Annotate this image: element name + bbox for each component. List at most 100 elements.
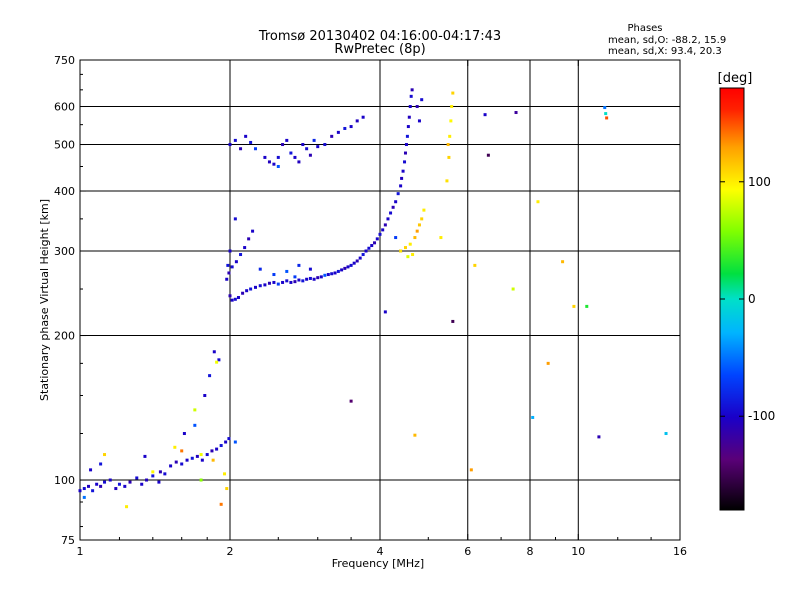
x-tick-label: 2 [227,545,234,558]
data-point [572,304,576,308]
data-point [199,478,203,482]
y-tick-label: 750 [54,54,75,67]
data-point [308,267,312,271]
data-point [285,279,289,283]
data-point [308,153,312,157]
data-point [370,244,374,248]
data-point [190,456,194,460]
data-point [223,472,227,476]
data-point [281,143,285,147]
data-point [241,291,245,295]
data-point [349,125,353,129]
x-tick-label: 6 [464,545,471,558]
data-point [422,208,426,212]
data-point [140,482,144,486]
data-point [447,155,451,159]
data-point [394,200,398,204]
data-point [399,184,403,188]
data-point [233,297,237,301]
data-point [349,399,353,403]
series-1 [103,360,229,509]
colorbar-ticks: 100 0 -100 [720,175,775,423]
data-point [352,261,356,265]
data-point [169,464,173,468]
data-point [285,138,289,142]
data-point [163,472,167,476]
data-point [195,454,199,458]
data-point [272,280,276,284]
series-3 [225,217,312,281]
y-tick-label: 300 [54,245,75,258]
data-point [406,125,410,129]
data-point [293,280,297,284]
data-point [604,112,608,116]
data-point [236,296,240,300]
data-point [411,253,415,257]
data-point [420,217,424,221]
data-point [205,453,209,457]
data-point [367,246,371,250]
data-point [301,279,305,283]
data-point [293,275,297,279]
data-point [409,94,413,98]
data-point [349,263,353,267]
data-point [451,319,455,323]
axis-ticks: 1 2 4 6 8 10 16 75 100 200 300 400 500 600 750 [54,54,687,558]
data-point [546,361,550,365]
data-point [239,147,243,151]
series-0 [78,350,231,493]
data-point [253,147,257,151]
data-point [253,285,257,289]
data-point [143,454,147,458]
data-point [319,275,323,279]
data-point [297,263,301,267]
data-point [597,435,601,439]
data-point [297,160,301,164]
data-point [267,281,271,285]
chart-title-line2: RwPretec (8p) [334,42,425,57]
data-point [224,440,228,444]
data-point [78,489,82,493]
data-point [336,269,340,273]
data-point [228,249,232,253]
data-point [415,105,419,109]
series-4 [386,88,424,253]
data-point [230,298,234,302]
data-point [89,468,93,472]
data-point [245,289,249,293]
data-point [233,217,237,221]
grid-lines [80,60,680,540]
data-point [375,237,379,241]
data-point [469,468,473,472]
data-point [312,277,316,281]
series-6 [228,115,365,168]
y-tick-label: 75 [61,534,75,547]
data-point [404,143,408,147]
y-tick-label: 200 [54,330,75,343]
data-point [215,447,219,451]
data-point [403,160,407,164]
data-point [312,138,316,142]
data-point [267,160,271,164]
data-point [450,105,454,109]
data-point [276,164,280,168]
data-point [103,453,107,457]
data-point [326,273,330,277]
data-point [323,273,327,277]
data-point [99,462,103,466]
data-point [99,484,103,488]
x-tick-label: 10 [571,545,585,558]
data-point [215,360,219,364]
x-tick-label: 1 [77,545,84,558]
data-point [400,176,404,180]
data-point [251,229,255,233]
data-point [263,155,267,159]
data-point [407,115,411,119]
data-point [415,229,419,233]
x-tick-label: 16 [673,545,687,558]
data-point [145,478,149,482]
stats-x-values: 93.4, 20.3 [671,46,722,57]
data-point [449,119,453,123]
data-point [394,236,398,240]
data-point [173,445,177,449]
